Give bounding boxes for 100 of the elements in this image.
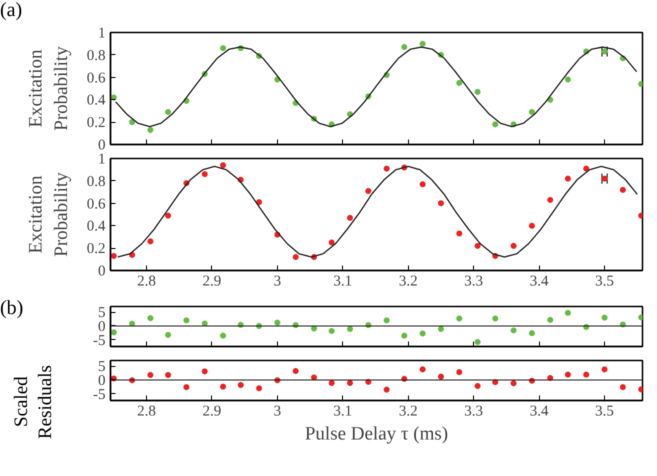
point — [110, 252, 117, 259]
text: (b) — [0, 297, 24, 319]
point — [183, 317, 190, 324]
x-tick-label: 3 — [274, 404, 282, 420]
point — [292, 254, 299, 260]
point — [528, 222, 535, 229]
y-tick-label: 0 — [98, 138, 106, 154]
x-tick-label: 3.1 — [333, 274, 352, 290]
point — [456, 80, 462, 86]
point — [129, 119, 136, 126]
point — [384, 317, 390, 324]
point — [474, 383, 481, 390]
y-tick-label: 0.4 — [86, 218, 106, 235]
point — [401, 332, 408, 339]
point — [564, 372, 571, 378]
point — [583, 372, 590, 378]
y-tick-label: 5 — [98, 359, 106, 376]
point — [165, 212, 172, 219]
point — [256, 385, 262, 392]
point — [110, 329, 117, 336]
y-tick-label: 0.6 — [86, 196, 106, 212]
x-tick-label: 3.3 — [464, 404, 484, 420]
point — [420, 181, 426, 188]
point — [420, 366, 426, 372]
y-tick-label: 0.2 — [86, 241, 106, 258]
point — [456, 230, 462, 237]
x-tick-label: 3.5 — [595, 404, 614, 420]
point — [510, 380, 517, 386]
point — [384, 386, 390, 393]
y-tick-label: -5 — [93, 386, 106, 403]
point — [274, 320, 280, 326]
y-tick-label: 0 — [98, 318, 106, 335]
x-tick-label: 3.4 — [530, 404, 549, 420]
point — [474, 242, 481, 249]
point — [564, 176, 571, 182]
point — [220, 162, 226, 168]
y-tick-label: 0.8 — [86, 174, 106, 190]
point — [492, 315, 498, 322]
point — [328, 328, 335, 334]
point — [328, 380, 335, 386]
point — [528, 109, 535, 116]
point — [438, 200, 444, 206]
point — [165, 372, 172, 378]
point — [202, 171, 208, 178]
y-tick-label: 0.4 — [86, 92, 106, 109]
point — [510, 242, 517, 249]
point — [384, 166, 390, 172]
point — [547, 316, 554, 323]
point — [328, 240, 335, 246]
point — [347, 380, 353, 386]
point — [165, 332, 172, 338]
point — [474, 339, 481, 346]
x-tick-label: 3.4 — [530, 274, 549, 290]
point — [220, 45, 226, 52]
y-tick-label: 0.2 — [86, 115, 106, 132]
point — [202, 368, 208, 374]
y-tick-label: 1 — [98, 26, 106, 42]
y-tick-label: -5 — [93, 332, 106, 349]
x-tick-label: 2.8 — [137, 274, 156, 290]
y-tick-label: 5 — [98, 305, 106, 322]
point — [564, 76, 571, 83]
x-tick-label: 3.1 — [333, 404, 352, 420]
x-tick-label: 3.5 — [595, 274, 614, 290]
x-axis-title: Pulse Delay τ (ms) — [304, 424, 448, 444]
text: (a) — [0, 0, 22, 21]
point — [147, 315, 154, 322]
y-axis-title: Scaled Residuals — [10, 365, 57, 439]
point — [474, 88, 481, 95]
point — [620, 186, 626, 193]
x-tick-label: 3.3 — [464, 274, 484, 290]
y-tick-label: 0 — [98, 372, 106, 389]
y-tick-label: 1 — [98, 152, 106, 168]
point — [365, 188, 372, 194]
point — [456, 315, 462, 322]
x-tick-label: 3.2 — [398, 274, 418, 290]
point — [347, 214, 353, 221]
point — [564, 310, 571, 316]
x-tick-label: 2.9 — [202, 404, 222, 420]
point — [528, 330, 535, 336]
x-tick-label: 2.8 — [137, 404, 156, 420]
point — [147, 238, 154, 244]
point — [420, 40, 426, 47]
point — [438, 374, 444, 380]
y-tick-label: 0 — [98, 264, 106, 280]
point — [438, 326, 444, 332]
point — [183, 384, 190, 390]
point — [220, 384, 226, 390]
y-axis-title: Excitation Probability — [26, 172, 72, 257]
y-axis-title: Excitation Probability — [26, 46, 72, 131]
x-tick-label: 3 — [274, 274, 282, 290]
point — [147, 372, 154, 378]
point — [220, 332, 226, 339]
point — [347, 326, 353, 332]
x-tick-label: 2.9 — [202, 274, 222, 290]
point — [602, 366, 608, 372]
x-tick-label: 3.2 — [398, 404, 418, 420]
point — [456, 369, 462, 376]
y-tick-label: 0.8 — [86, 48, 106, 64]
point — [492, 121, 498, 128]
point — [620, 384, 626, 390]
